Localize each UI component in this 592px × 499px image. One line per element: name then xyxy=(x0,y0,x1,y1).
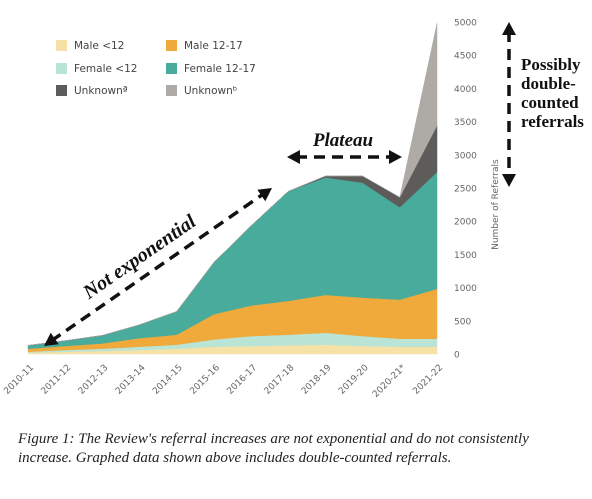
y-tick-label: 1000 xyxy=(454,284,477,294)
legend-swatch xyxy=(166,63,177,74)
legend-swatch xyxy=(166,85,177,96)
y-tick-label: 2500 xyxy=(454,185,477,195)
y-tick-label: 0 xyxy=(454,351,460,361)
y-tick-label: 5000 xyxy=(454,19,477,29)
annotation-double-counted-line: double- xyxy=(521,74,576,93)
legend-swatch xyxy=(166,40,177,51)
legend-swatch xyxy=(56,85,67,96)
legend-label: Unknownᵇ xyxy=(184,85,237,97)
not-exponential-arrow-head-start xyxy=(44,332,59,346)
legend-label: Unknownª xyxy=(74,85,128,97)
x-tick-label: 2012-13 xyxy=(77,363,111,397)
x-tick-label: 2016-17 xyxy=(226,363,260,397)
x-tick-label: 2017-18 xyxy=(263,363,297,397)
not-exponential-arrow-line xyxy=(50,191,266,343)
legend-swatch xyxy=(56,63,67,74)
x-tick-label: 2020-21* xyxy=(371,363,408,400)
double-counted-arrow-head-start xyxy=(502,22,516,35)
chart: 0 500 1000 1500 2000 2500 3000 3500 4000 4500 5000… xyxy=(2,19,584,400)
annotation-not-exponential: Not exponential xyxy=(78,210,200,304)
x-tick-label: 2018-19 xyxy=(300,363,334,397)
y-tick-label: 4000 xyxy=(454,85,477,95)
y-tick-label: 1500 xyxy=(454,251,477,261)
y-tick-label: 500 xyxy=(454,317,471,327)
not-exponential-arrow-head-end xyxy=(257,188,272,202)
x-tick-label: 2011-12 xyxy=(40,363,74,397)
x-tick-label: 2010-11 xyxy=(2,363,36,397)
legend-label: Male 12-17 xyxy=(184,40,243,52)
plateau-arrow-head-start xyxy=(287,150,300,164)
area-series-unknown-5 xyxy=(27,23,438,346)
legend-label: Male <12 xyxy=(74,40,124,52)
x-tick-label: 2013-14 xyxy=(114,363,148,397)
x-tick-label: 2019-20 xyxy=(337,363,371,397)
legend-label: Female 12-17 xyxy=(184,63,256,75)
double-counted-arrow-head-end xyxy=(502,174,516,187)
annotation-double-counted-line: Possibly xyxy=(521,55,581,74)
y-tick-label: 3000 xyxy=(454,151,477,161)
annotation-double-counted-line: referrals xyxy=(521,112,584,131)
figure-caption: Figure 1: The Review's referral increase… xyxy=(18,431,529,466)
x-tick-label: 2015-16 xyxy=(188,363,222,397)
y-tick-label: 2000 xyxy=(454,218,477,228)
annotation-double-counted-line: counted xyxy=(521,93,579,112)
plateau-arrow-head-end xyxy=(389,150,402,164)
x-tick-label: 2021-22 xyxy=(411,363,445,397)
x-tick-label: 2014-15 xyxy=(151,363,185,397)
y-axis-title: Number of Referrals xyxy=(491,159,501,250)
y-tick-label: 3500 xyxy=(454,118,477,128)
legend-label: Female <12 xyxy=(74,63,137,75)
y-tick-label: 4500 xyxy=(454,52,477,62)
annotation-plateau: Plateau xyxy=(312,130,373,151)
legend-swatch xyxy=(56,40,67,51)
